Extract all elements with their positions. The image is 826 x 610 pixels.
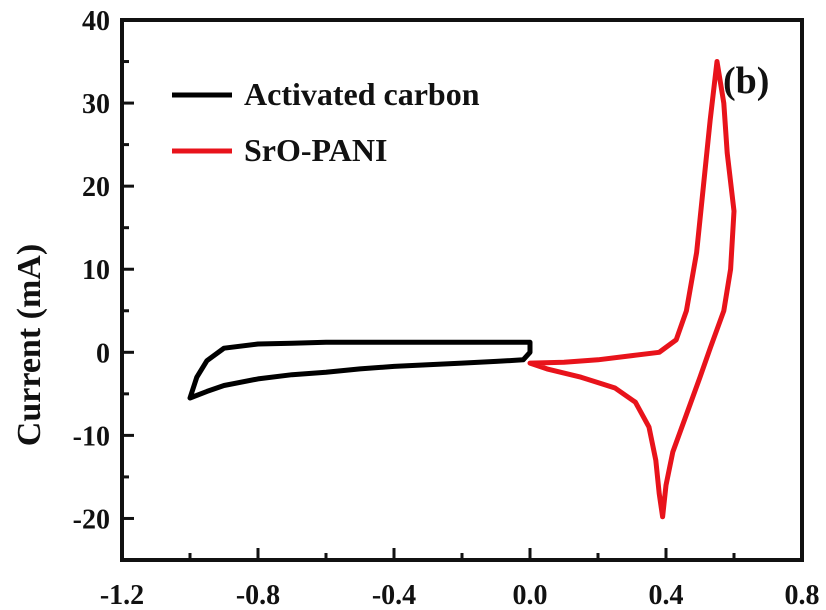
legend-label-sro-pani: SrO-PANI bbox=[244, 132, 387, 168]
y-tick-label: 10 bbox=[82, 255, 110, 286]
series-layer bbox=[187, 59, 737, 520]
panel-label: (b) bbox=[723, 60, 769, 102]
y-tick-label: 30 bbox=[82, 89, 110, 120]
axis-ticks: -1.2 -0.8 -0.4 0.0 0.4 0.8 -20 -10 0 10 20 30 40 bbox=[73, 6, 820, 610]
y-axis-label: Current (mA) bbox=[11, 244, 48, 446]
series-line-1 bbox=[527, 59, 737, 520]
series-line-0 bbox=[187, 339, 533, 401]
x-tick-label: 0.0 bbox=[513, 580, 548, 610]
y-tick-label: -10 bbox=[73, 421, 110, 452]
x-tick-label: -0.8 bbox=[236, 580, 280, 610]
y-tick-label: 0 bbox=[96, 338, 110, 369]
y-tick-label: 40 bbox=[82, 6, 110, 37]
legend: Activated carbon SrO-PANI bbox=[172, 76, 480, 168]
y-tick-label: -20 bbox=[73, 504, 110, 535]
x-tick-label: 0.4 bbox=[649, 580, 684, 610]
x-tick-label: -0.4 bbox=[372, 580, 416, 610]
x-tick-label: -1.2 bbox=[100, 580, 144, 610]
x-tick-label: 0.8 bbox=[785, 580, 820, 610]
legend-label-activated-carbon: Activated carbon bbox=[244, 76, 480, 112]
y-tick-label: 20 bbox=[82, 172, 110, 203]
